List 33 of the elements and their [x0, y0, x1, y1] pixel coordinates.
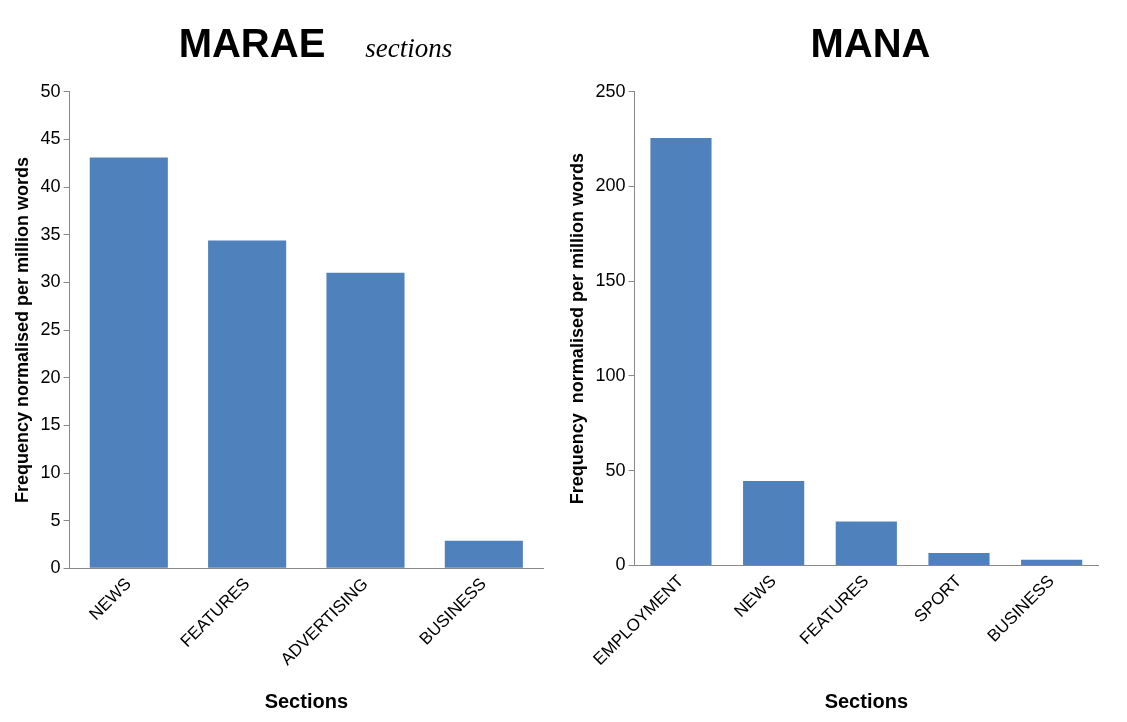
y-tick-label: 35 [40, 223, 61, 244]
bar [326, 272, 405, 568]
y-tick-label: 25 [40, 319, 61, 340]
bar [650, 138, 712, 565]
y-tick-label: 10 [40, 461, 61, 482]
y-tick-label: 100 [595, 364, 626, 385]
bar [835, 521, 897, 565]
y-tick-label: 50 [605, 459, 626, 480]
bar [1021, 559, 1083, 565]
y-tick-label: 5 [50, 509, 61, 530]
y-tick-label: 50 [40, 80, 61, 101]
y-tick-label: 40 [40, 176, 61, 197]
bar [208, 240, 287, 568]
y-tick-label: 15 [40, 414, 61, 435]
bar [89, 157, 168, 568]
chart-title: MANA [810, 21, 931, 65]
bar [928, 553, 990, 565]
x-axis-title: Sections [824, 689, 908, 712]
bar [743, 480, 805, 565]
x-axis-title: Sections [264, 689, 348, 712]
chart-subtitle: sections [365, 33, 453, 63]
bar [444, 540, 523, 568]
y-tick-label: 150 [595, 270, 626, 291]
y-tick-label: 45 [40, 128, 61, 149]
y-tick-label: 0 [615, 554, 626, 575]
chart-title: MARAE [178, 21, 326, 65]
y-tick-label: 200 [595, 175, 626, 196]
y-tick-label: 30 [40, 271, 61, 292]
y-tick-label: 20 [40, 366, 61, 387]
y-axis-title: Frequency normalised per million words [566, 153, 587, 505]
y-tick-label: 0 [50, 557, 61, 578]
y-tick-label: 250 [595, 80, 626, 101]
y-axis-title: Frequency normalised per million words [11, 157, 32, 504]
